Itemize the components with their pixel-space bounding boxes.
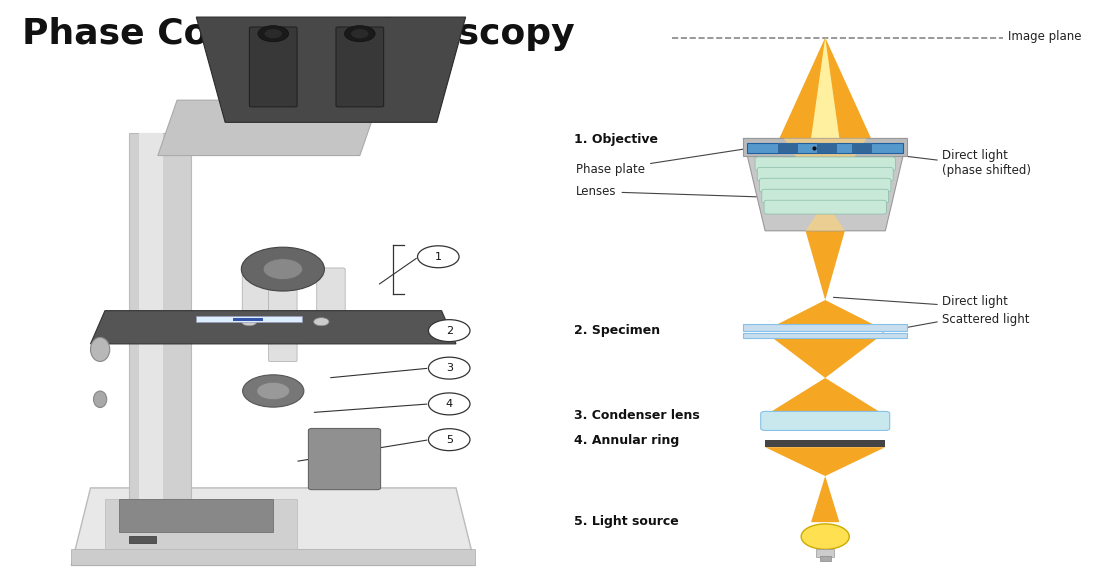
Text: Lenses: Lenses [576,185,770,198]
Text: Phase Contrast Microscopy: Phase Contrast Microscopy [22,17,574,51]
FancyBboxPatch shape [762,189,889,203]
Bar [817,143,837,153]
Polygon shape [769,300,882,329]
FancyBboxPatch shape [759,178,891,192]
Circle shape [257,383,289,400]
Circle shape [351,29,369,38]
Text: 1: 1 [434,252,442,262]
Circle shape [241,247,324,291]
Circle shape [242,318,257,326]
Text: Phase plate: Phase plate [576,148,750,176]
Polygon shape [196,17,465,122]
Bar [129,537,156,544]
Polygon shape [783,138,867,231]
Polygon shape [766,378,886,415]
FancyBboxPatch shape [764,200,887,214]
Polygon shape [139,133,163,499]
Polygon shape [120,499,273,532]
Text: 2. Specimen: 2. Specimen [574,324,660,336]
Bar [766,440,886,447]
Bar [233,318,263,321]
Text: Direct light: Direct light [943,295,1008,308]
Polygon shape [157,100,380,156]
Circle shape [429,357,470,379]
Text: 5: 5 [446,434,453,445]
Circle shape [257,25,288,42]
Circle shape [418,246,459,268]
Polygon shape [805,231,845,300]
Text: 1. Objective: 1. Objective [574,133,658,146]
Text: 4: 4 [446,399,453,409]
Text: Direct light
(phase shifted): Direct light (phase shifted) [943,149,1031,177]
Circle shape [263,258,302,279]
FancyBboxPatch shape [757,167,893,181]
Polygon shape [90,310,456,344]
Text: 4. Annular ring: 4. Annular ring [574,434,679,447]
Circle shape [429,429,470,451]
Polygon shape [779,38,871,138]
FancyBboxPatch shape [317,268,345,314]
Polygon shape [766,447,886,476]
Text: 5. Light source: 5. Light source [574,515,679,527]
Ellipse shape [90,338,110,361]
Bar [816,549,834,557]
Bar [852,143,872,153]
FancyBboxPatch shape [308,429,381,490]
Polygon shape [811,38,839,138]
Circle shape [344,25,375,42]
Polygon shape [769,335,882,378]
FancyBboxPatch shape [336,27,384,107]
Polygon shape [744,138,907,156]
Text: Image plane: Image plane [1008,31,1081,43]
Text: 2: 2 [446,325,453,336]
FancyBboxPatch shape [250,27,297,107]
FancyBboxPatch shape [761,411,890,430]
Circle shape [429,393,470,415]
FancyBboxPatch shape [755,157,895,171]
Ellipse shape [94,391,107,407]
Circle shape [243,375,304,407]
Polygon shape [72,549,475,565]
Polygon shape [72,488,475,565]
Bar [196,316,302,322]
Circle shape [429,320,470,342]
Text: Scattered light: Scattered light [943,313,1030,325]
Polygon shape [104,499,297,549]
Circle shape [314,318,329,326]
Circle shape [801,524,849,549]
FancyBboxPatch shape [268,268,297,362]
FancyBboxPatch shape [242,268,271,314]
Polygon shape [744,138,907,231]
Text: 3: 3 [446,363,453,373]
FancyBboxPatch shape [744,324,907,331]
Text: 3. Condenser lens: 3. Condenser lens [574,409,700,422]
Bar [820,556,830,561]
Bar [779,143,798,153]
Polygon shape [811,476,839,522]
FancyBboxPatch shape [747,143,903,153]
Polygon shape [129,133,191,499]
Circle shape [264,29,282,38]
FancyBboxPatch shape [744,333,907,338]
